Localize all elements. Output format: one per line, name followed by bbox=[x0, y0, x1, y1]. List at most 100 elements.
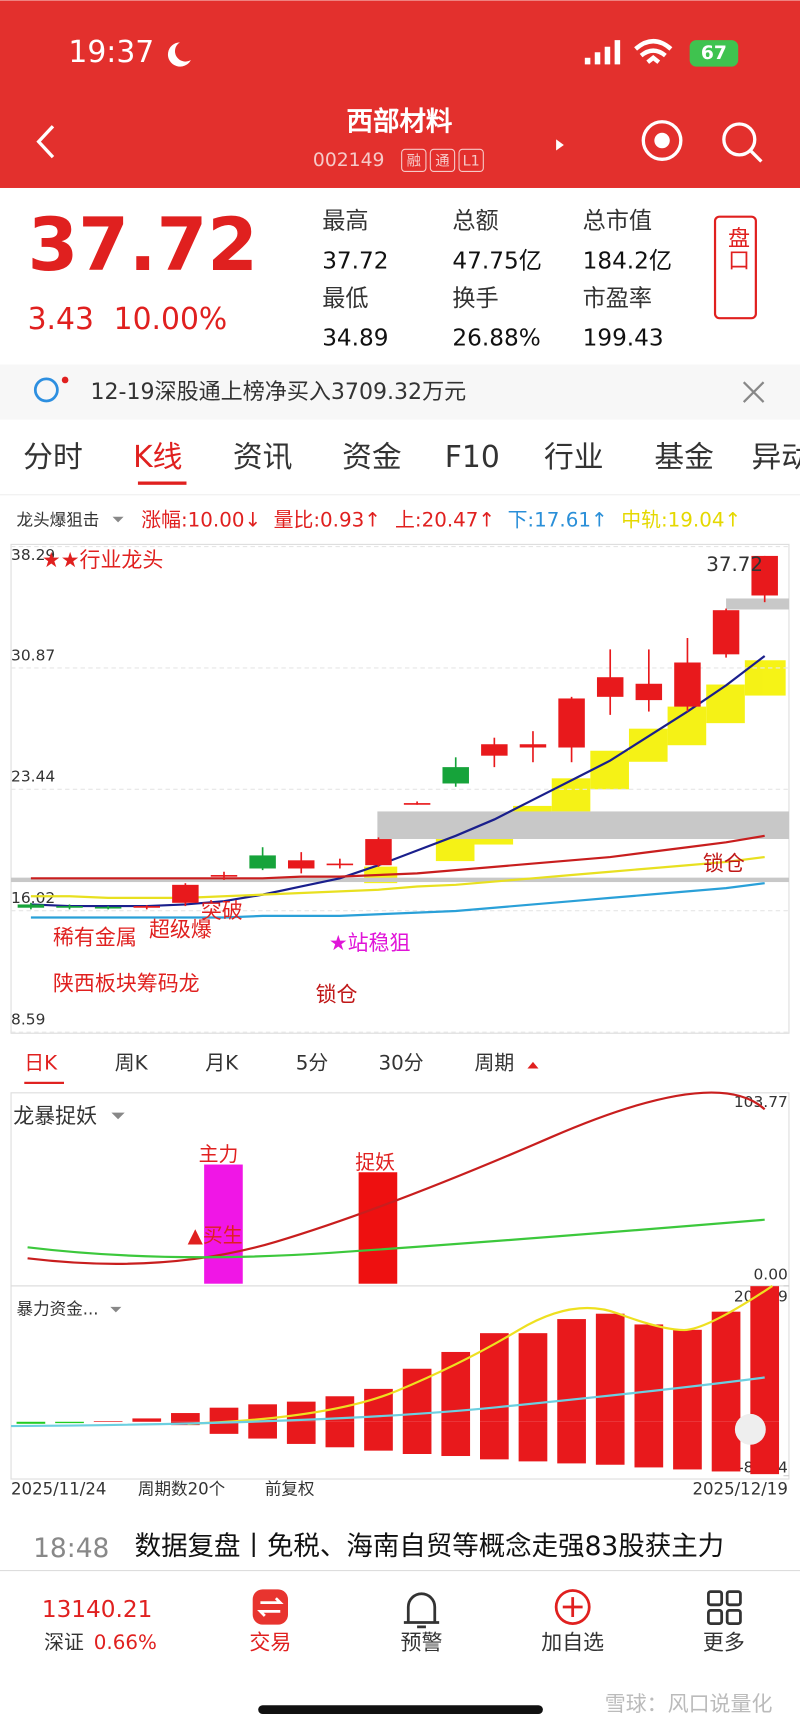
annotation: 陕西板块筹码龙 bbox=[53, 972, 200, 996]
candle-body bbox=[442, 767, 469, 784]
tab[interactable]: K线 bbox=[133, 440, 182, 475]
bar bbox=[673, 1421, 702, 1470]
y-tick-label: 8.59 bbox=[11, 1010, 45, 1028]
trade-icon-arrows bbox=[257, 1597, 284, 1617]
indicator-line bbox=[27, 1091, 766, 1265]
dropdown bbox=[112, 516, 124, 523]
bar-chart: 202.39-80.34 bbox=[16, 1285, 789, 1476]
bar bbox=[325, 1421, 355, 1448]
indicator-line bbox=[30, 855, 765, 900]
nav-label[interactable]: 交易 bbox=[249, 1630, 291, 1654]
sub-bottom: 0.00 bbox=[753, 1265, 787, 1283]
notice-dot bbox=[61, 376, 69, 384]
sub2-name[interactable]: 暴力资金... bbox=[17, 1300, 99, 1319]
badge: L1 bbox=[463, 154, 480, 170]
search-button[interactable] bbox=[722, 122, 757, 157]
period-count: 周期数20个 bbox=[138, 1480, 226, 1499]
badge-box bbox=[458, 148, 484, 172]
candle-body bbox=[519, 744, 547, 748]
pankou-label: 盘口 bbox=[724, 227, 750, 271]
notice-text[interactable]: 12-19深股通上榜净买入3709.32万元 bbox=[90, 380, 466, 405]
sub-label: 主力 bbox=[199, 1143, 239, 1166]
bar bbox=[93, 1421, 123, 1422]
annotation: 突破 bbox=[201, 899, 243, 923]
pankou-button[interactable] bbox=[713, 215, 757, 320]
bar bbox=[55, 1421, 84, 1424]
signal-icon bbox=[584, 40, 621, 65]
add-icon[interactable] bbox=[554, 1589, 591, 1625]
bar bbox=[595, 1421, 625, 1465]
candle-body bbox=[326, 863, 354, 866]
period-tab[interactable]: 月K bbox=[205, 1052, 239, 1075]
mascot-eye bbox=[654, 132, 670, 149]
bar bbox=[480, 1421, 509, 1460]
period-tab[interactable]: 日K bbox=[24, 1052, 58, 1075]
home-indicator bbox=[258, 1705, 543, 1715]
indicator-items: 涨幅:10.00↓ 量比:0.93↑ 上:20.47↑ 下:17.61↑ 中轨:19.0… bbox=[141, 509, 741, 532]
tab[interactable]: 行业 bbox=[544, 440, 604, 475]
battery-level: 67 bbox=[701, 43, 727, 64]
back-button[interactable] bbox=[36, 125, 55, 159]
alert-icon[interactable] bbox=[403, 1592, 440, 1629]
stat-label: 最低 bbox=[322, 285, 368, 312]
chart-frame bbox=[10, 543, 790, 1034]
period-tab[interactable]: 周K bbox=[115, 1052, 149, 1075]
tab[interactable]: 基金 bbox=[654, 440, 714, 475]
tab[interactable]: 资讯 bbox=[233, 440, 293, 475]
expand-button[interactable] bbox=[734, 1413, 766, 1445]
indicator-item: 中轨:19.04↑ bbox=[621, 509, 741, 532]
candle-body bbox=[94, 906, 122, 909]
end-date: 2025/12/19 bbox=[692, 1480, 787, 1499]
signal-bar bbox=[358, 1172, 398, 1284]
tab[interactable]: F10 bbox=[445, 440, 500, 475]
nav-label[interactable]: 预警 bbox=[401, 1630, 443, 1654]
index-value[interactable]: 13140.21 bbox=[42, 1596, 153, 1623]
candle-body bbox=[712, 610, 740, 655]
stat-value: 34.89 bbox=[322, 325, 388, 352]
wifi-icon bbox=[634, 39, 673, 64]
bar bbox=[402, 1421, 432, 1454]
annotation: 锁仓 bbox=[703, 851, 745, 875]
candle-body bbox=[403, 803, 431, 805]
period-tab[interactable]: 30分 bbox=[378, 1052, 423, 1075]
bar bbox=[364, 1421, 393, 1451]
tab[interactable]: 资金 bbox=[342, 440, 402, 475]
stat-label: 总市值 bbox=[583, 208, 652, 235]
indicator-item: 上:20.47↑ bbox=[395, 509, 495, 532]
nav-label[interactable]: 更多 bbox=[703, 1630, 745, 1654]
candle-body bbox=[558, 698, 585, 748]
more-icon[interactable] bbox=[707, 1590, 742, 1625]
y-tick-label: 23.44 bbox=[11, 768, 55, 786]
annotation: ★站稳狙 bbox=[329, 931, 411, 955]
arrow[interactable] bbox=[556, 139, 564, 151]
gray-bands bbox=[11, 598, 789, 883]
bulb-icon bbox=[33, 377, 59, 403]
news-title[interactable]: 数据复盘丨免税、海南自贸等概念走强83股获主力 bbox=[135, 1531, 725, 1562]
index-name: 深证 bbox=[44, 1631, 84, 1654]
sub-name[interactable]: 龙暴捉妖 bbox=[13, 1104, 97, 1128]
candle-body bbox=[172, 884, 199, 903]
nav-bg bbox=[0, 1570, 800, 1731]
mascot-icon[interactable] bbox=[641, 120, 683, 161]
period-tabs: 日K 周K 月K 5分 30分 周期 bbox=[24, 1052, 514, 1084]
stat-value: 37.72 bbox=[322, 247, 388, 274]
period-tab[interactable]: 5分 bbox=[296, 1052, 329, 1075]
tabs: 分时 K线 资讯 资金 F10 行业 基金 异动 bbox=[23, 440, 800, 475]
index-change: 0.66% bbox=[94, 1631, 157, 1654]
trade-icon[interactable] bbox=[252, 1589, 288, 1625]
bar bbox=[634, 1324, 664, 1422]
sub-label: ▲买生 bbox=[188, 1224, 243, 1247]
nav-label[interactable]: 加自选 bbox=[541, 1630, 604, 1654]
bar bbox=[518, 1333, 548, 1422]
tab-underline bbox=[137, 481, 187, 485]
indicator-item: 涨幅:10.00↓ bbox=[141, 509, 261, 532]
stock-code: 002149 bbox=[313, 150, 385, 171]
bar bbox=[518, 1421, 548, 1462]
close-notice[interactable] bbox=[742, 381, 765, 403]
moon-icon bbox=[167, 42, 191, 67]
indicator-name[interactable]: 龙头爆狙击 bbox=[17, 511, 100, 530]
period-tab[interactable]: 周期 bbox=[474, 1052, 514, 1075]
tab[interactable]: 异动 bbox=[751, 440, 800, 475]
tab[interactable]: 分时 bbox=[23, 440, 83, 475]
